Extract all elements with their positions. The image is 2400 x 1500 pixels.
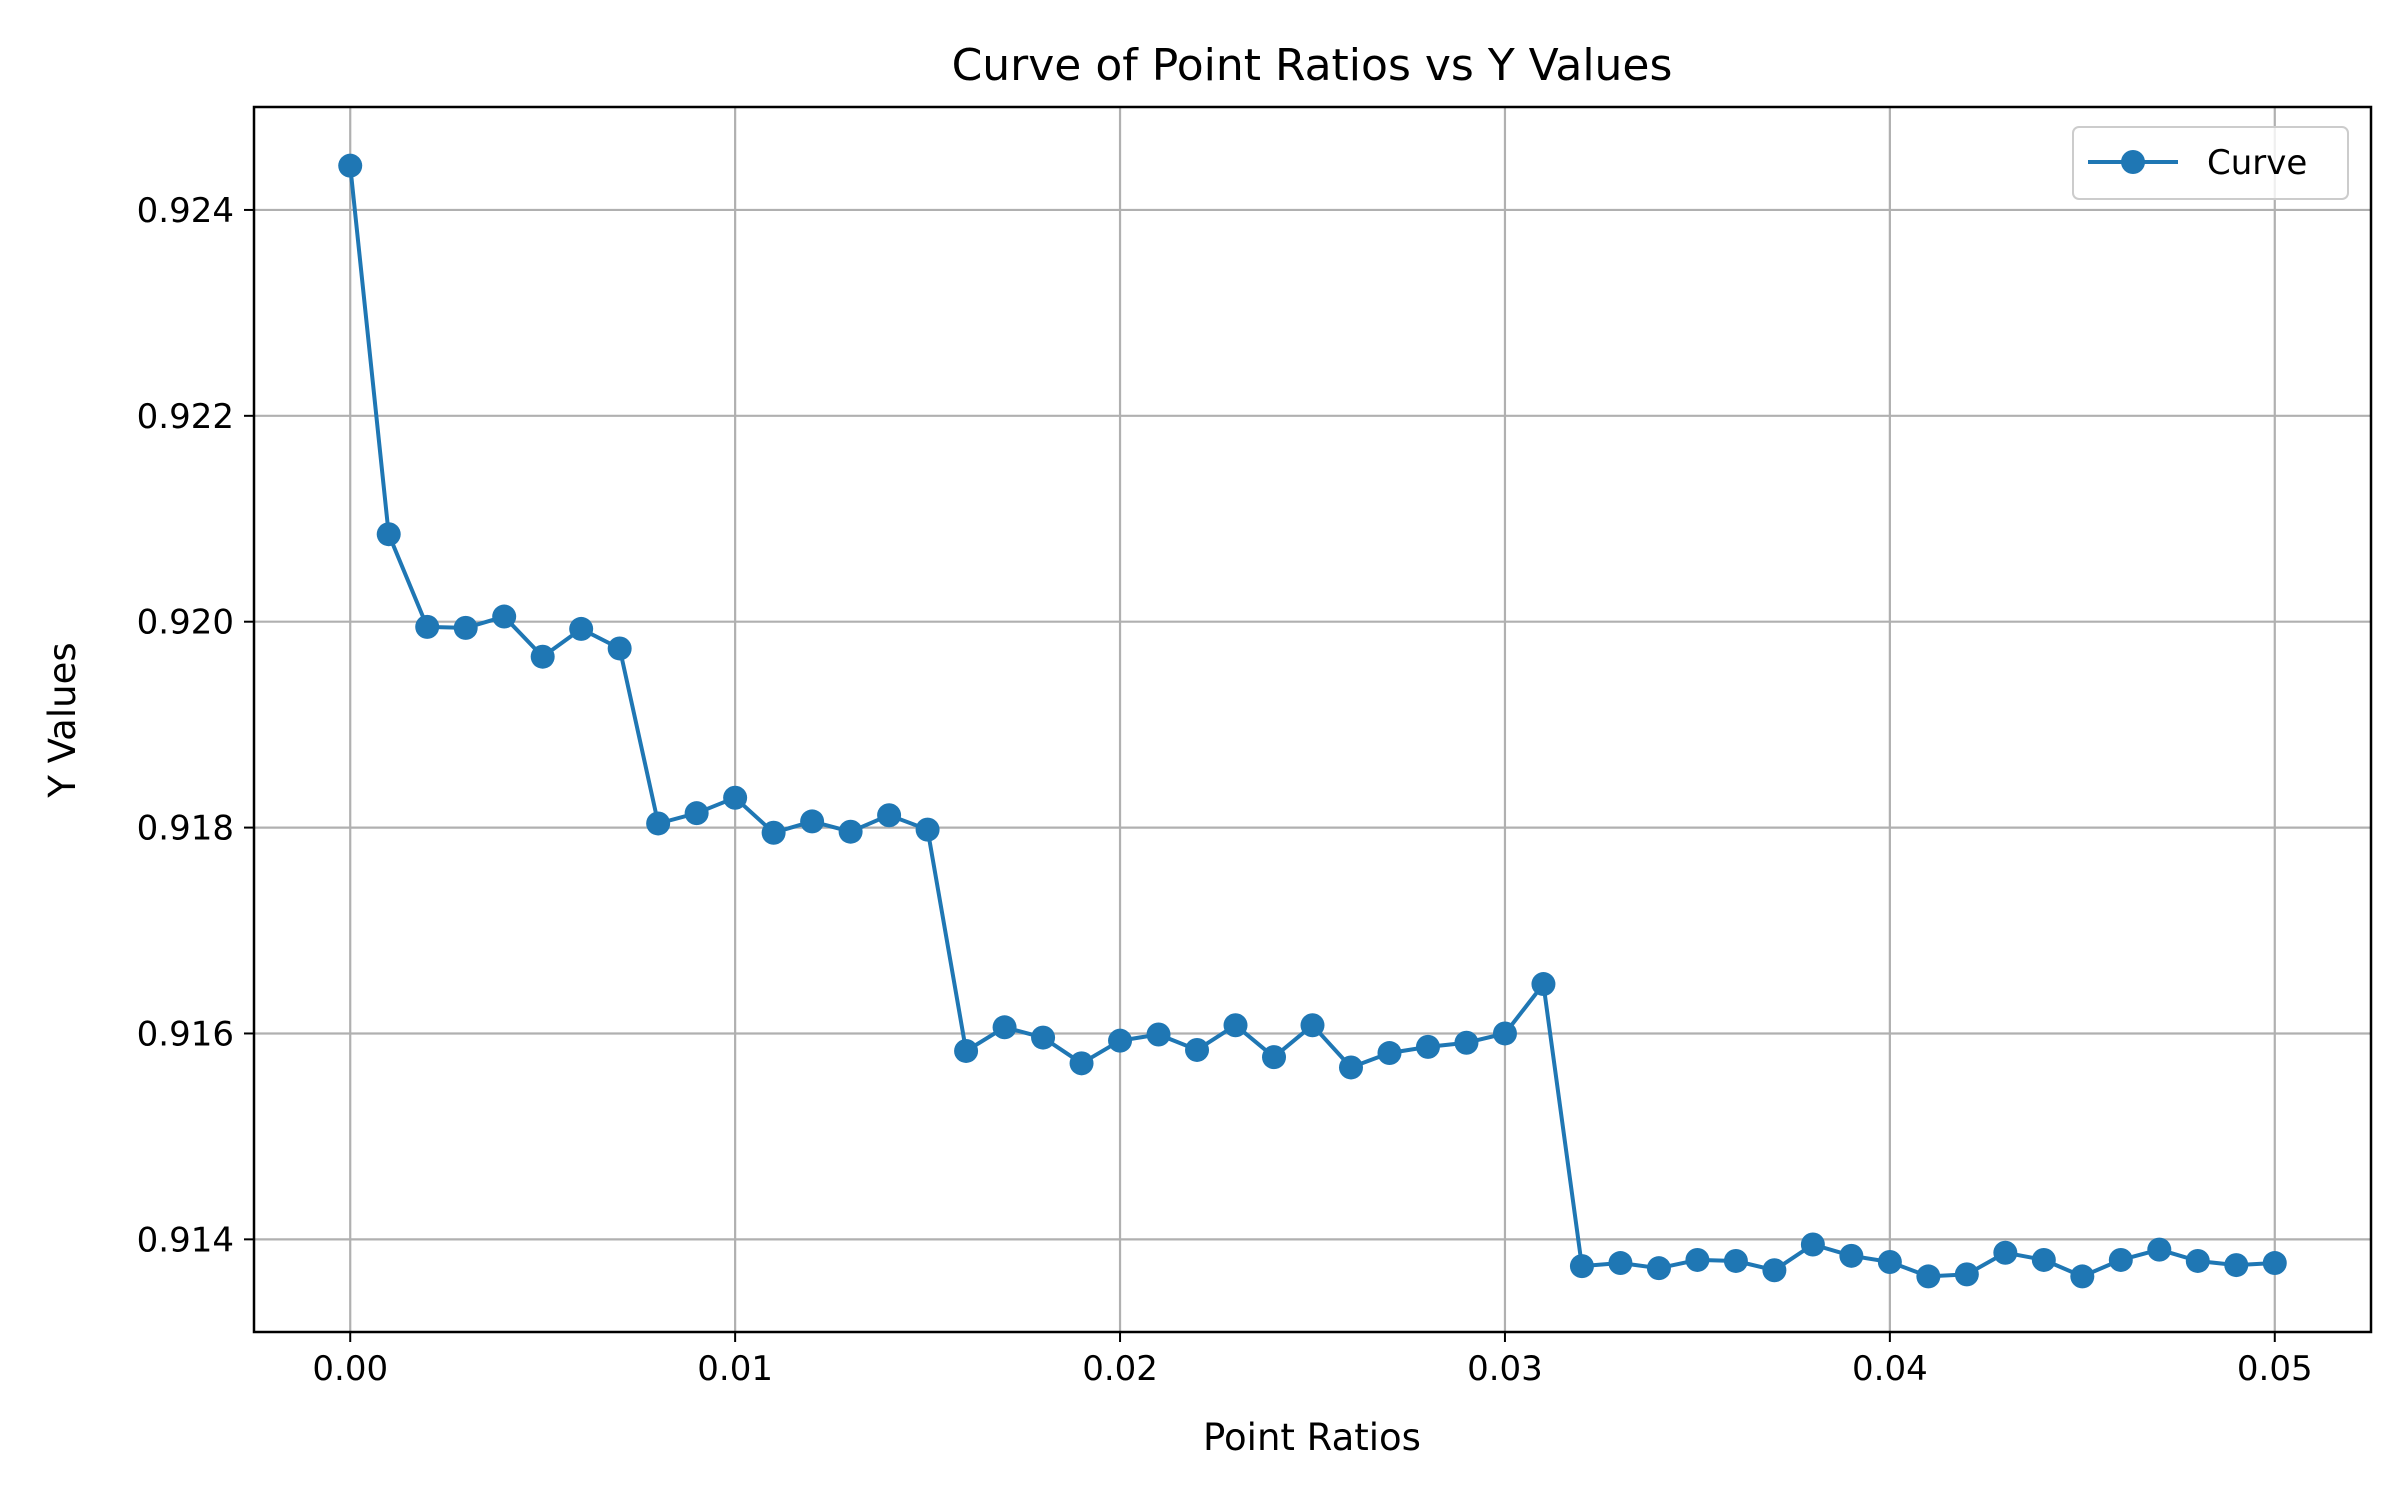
data-point <box>415 614 440 639</box>
y-tick-label: 0.924 <box>137 191 234 231</box>
x-axis-label: Point Ratios <box>1203 1416 1421 1459</box>
legend-label-curve: Curve <box>2207 143 2307 183</box>
data-point <box>723 785 748 810</box>
data-point <box>684 801 709 826</box>
series-line-curve <box>348 165 2275 1279</box>
data-point <box>992 1015 1017 1040</box>
y-tick-label: 0.914 <box>137 1220 234 1260</box>
data-point <box>1954 1262 1979 1287</box>
x-tick-label: 0.04 <box>1852 1349 1928 1389</box>
data-point <box>1723 1248 1748 1273</box>
data-point <box>877 803 902 828</box>
data-point <box>1185 1037 1210 1062</box>
data-point <box>1454 1030 1479 1055</box>
y-tick-label: 0.918 <box>137 809 234 849</box>
x-tick-label: 0.00 <box>312 1349 388 1389</box>
data-point <box>915 817 940 842</box>
x-tick-label: 0.01 <box>697 1349 773 1389</box>
data-point <box>1762 1258 1787 1283</box>
data-point <box>1685 1247 1710 1272</box>
data-point <box>646 811 671 836</box>
data-point <box>1916 1264 1941 1289</box>
data-point <box>838 819 863 844</box>
data-point <box>800 809 825 834</box>
data-point <box>1338 1055 1363 1080</box>
data-point <box>1608 1251 1633 1276</box>
y-tick-label: 0.916 <box>137 1014 234 1054</box>
data-point <box>1877 1250 1902 1274</box>
y-tick-label: 0.920 <box>137 603 234 643</box>
data-point <box>492 604 517 629</box>
plot-frame <box>252 105 2373 1334</box>
data-point <box>2070 1264 2095 1289</box>
data-point <box>1108 1028 1133 1053</box>
y-axis-label: Y Values <box>41 642 84 798</box>
data-point <box>1031 1025 1056 1050</box>
data-point <box>2031 1247 2056 1272</box>
data-point <box>954 1038 979 1063</box>
y-tick-label: 0.922 <box>137 397 234 437</box>
data-point <box>1492 1021 1517 1046</box>
data-point <box>1146 1022 1171 1047</box>
grid-layer <box>254 107 2371 1332</box>
data-point <box>2185 1248 2210 1273</box>
series-layer <box>338 153 2287 1289</box>
legend-marker-swatch <box>2121 150 2145 174</box>
data-point <box>1800 1232 1825 1257</box>
data-point <box>1839 1243 1864 1268</box>
data-point <box>1262 1045 1287 1070</box>
x-tick-label: 0.02 <box>1082 1349 1158 1389</box>
legend: Curve <box>2072 126 2349 200</box>
data-point <box>1993 1240 2018 1265</box>
data-point <box>2262 1251 2287 1276</box>
legend-box <box>2072 126 2349 200</box>
chart-title: Curve of Point Ratios vs Y Values <box>952 40 1673 91</box>
data-point <box>569 616 594 641</box>
data-point <box>1377 1041 1402 1066</box>
data-point <box>2147 1237 2172 1262</box>
data-point <box>530 644 555 669</box>
data-point <box>607 636 632 661</box>
ticks-layer: 0.00 0.01 0.02 0.03 0.04 0.05 0.914 0.916 0.918 0… <box>137 191 2313 1389</box>
data-point <box>2224 1253 2249 1278</box>
data-point <box>1069 1051 1094 1076</box>
data-point <box>1531 972 1556 997</box>
x-tick-label: 0.03 <box>1467 1349 1543 1389</box>
data-point <box>1646 1256 1671 1281</box>
data-point <box>2108 1247 2133 1272</box>
data-point <box>338 153 363 178</box>
data-point <box>453 615 478 640</box>
data-point <box>1300 1013 1325 1038</box>
data-point <box>1569 1254 1594 1279</box>
data-point <box>1415 1034 1440 1059</box>
data-point <box>376 522 401 547</box>
data-point <box>1223 1013 1248 1038</box>
data-point <box>761 820 786 845</box>
x-tick-label: 0.05 <box>2237 1349 2313 1389</box>
